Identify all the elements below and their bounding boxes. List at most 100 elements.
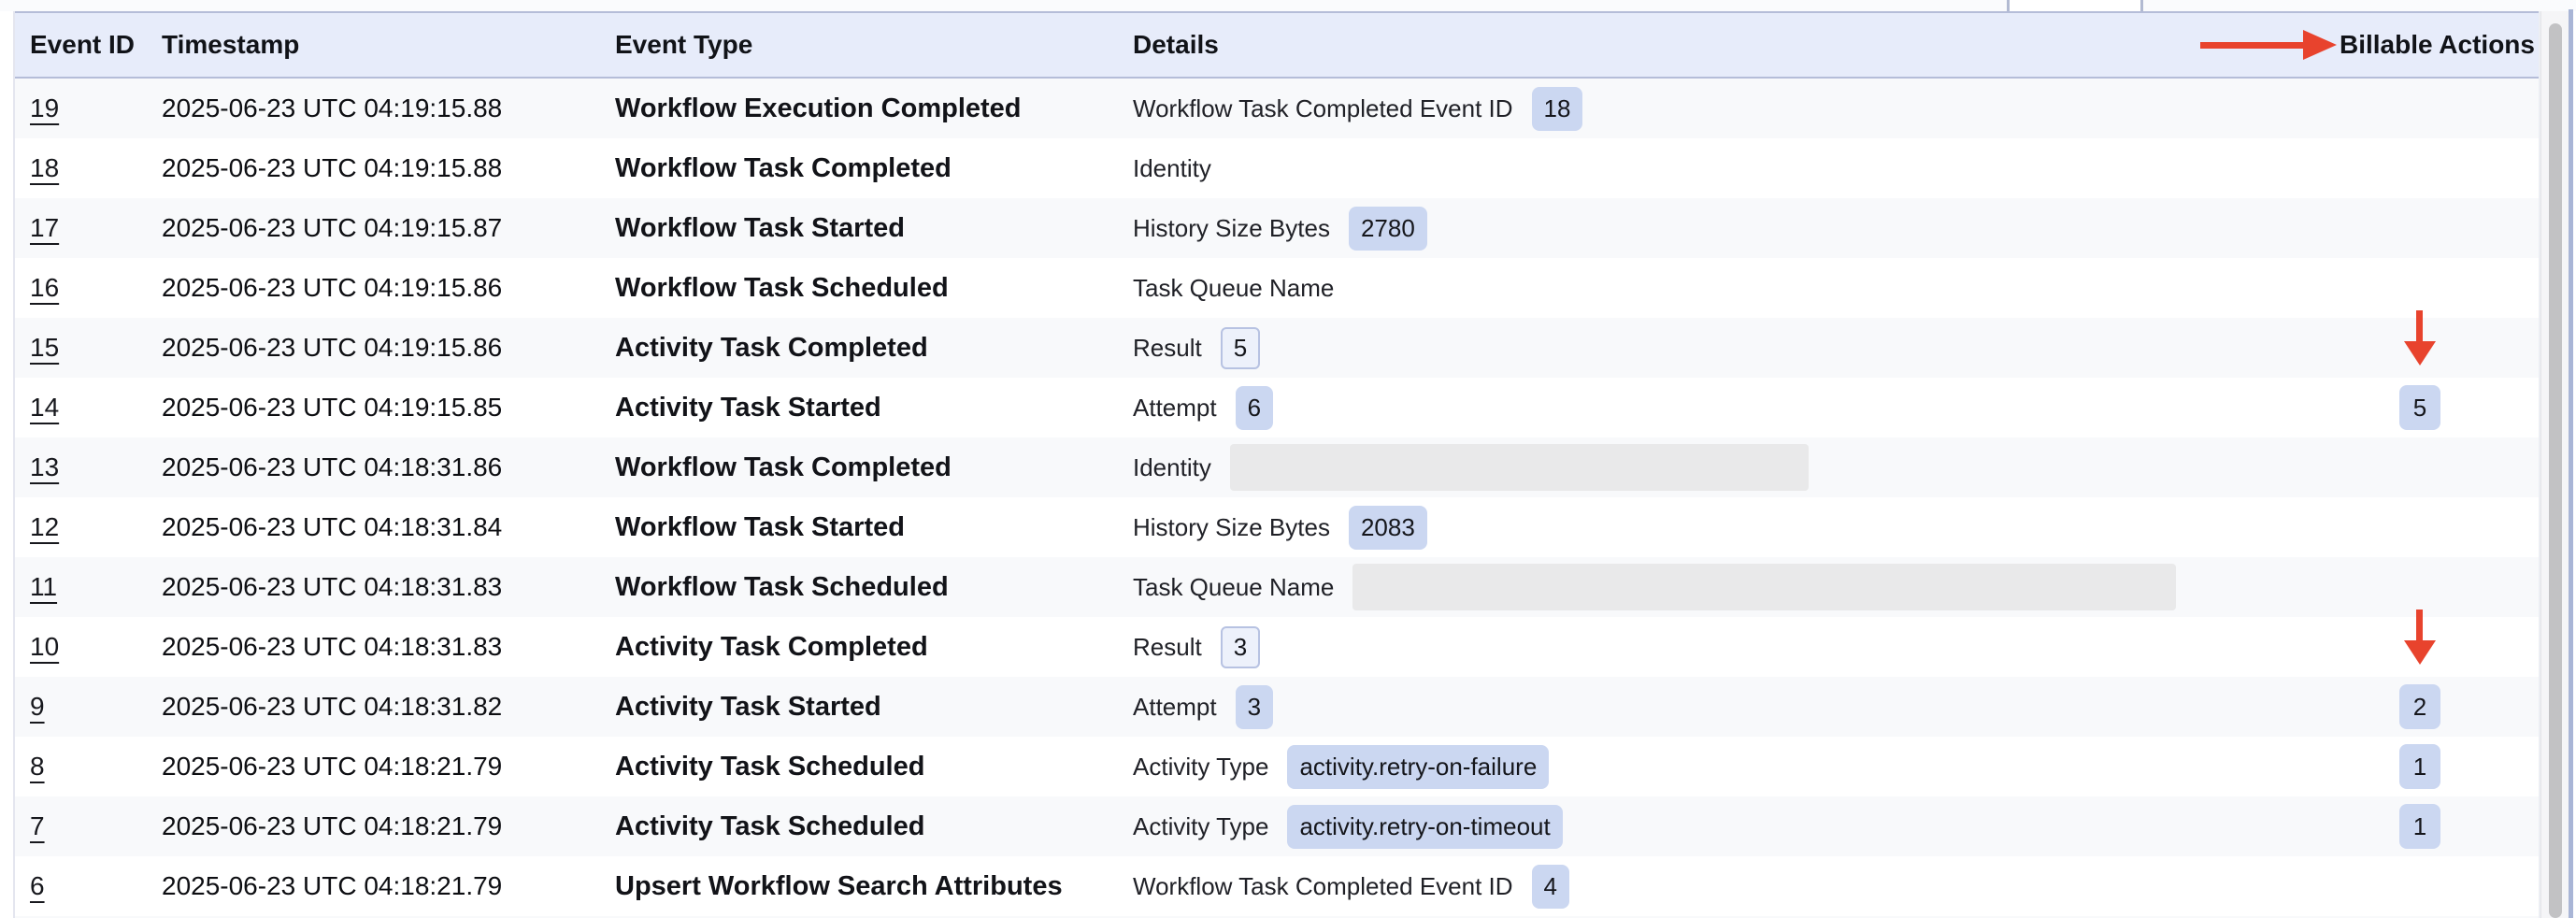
detail-value-badge: activity.retry-on-failure [1287, 744, 1550, 789]
cropped-control-edge [2007, 0, 2143, 11]
event-type-label: Activity Task Scheduled [615, 752, 925, 782]
event-timestamp: 2025-06-23 UTC 04:19:15.86 [162, 333, 503, 362]
detail-label: History Size Bytes [1133, 213, 1330, 242]
scrollbar-thumb[interactable] [2549, 23, 2562, 918]
event-details: Result 5 [1133, 318, 1261, 378]
table-row[interactable]: 19 2025-06-23 UTC 04:19:15.88 Workflow E… [15, 79, 2539, 138]
side-panel-edge [2569, 9, 2573, 918]
event-timestamp: 2025-06-23 UTC 04:19:15.88 [162, 93, 503, 122]
event-timestamp: 2025-06-23 UTC 04:18:31.86 [162, 452, 503, 481]
table-row[interactable]: 7 2025-06-23 UTC 04:18:21.79 Activity Ta… [15, 796, 2539, 856]
event-details: Attempt 3 [1133, 677, 1274, 737]
red-arrow-right-annotation [2200, 13, 2337, 77]
detail-value-badge: 4 [1531, 864, 1569, 909]
event-id-link[interactable]: 10 [30, 632, 60, 661]
billable-actions-badge: 1 [2399, 744, 2440, 789]
event-id-link[interactable]: 19 [30, 93, 60, 122]
detail-value-badge: 5 [1220, 326, 1261, 369]
detail-label: Task Queue Name [1133, 572, 1335, 601]
event-id-link[interactable]: 12 [30, 512, 60, 541]
event-type-label: Activity Task Completed [615, 632, 928, 662]
event-type-label: Workflow Task Completed [615, 452, 952, 482]
event-type-label: Workflow Task Started [615, 512, 905, 542]
event-type-label: Upsert Workflow Search Attributes [615, 871, 1063, 901]
event-details: Workflow Task Completed Event ID 18 [1133, 79, 1583, 138]
event-type-label: Workflow Task Completed [615, 153, 952, 183]
event-id-link[interactable]: 6 [30, 871, 45, 900]
billable-actions-badge: 2 [2399, 684, 2440, 729]
arrow-tail [2416, 610, 2423, 641]
event-details: History Size Bytes 2083 [1133, 497, 1427, 557]
arrow-head [2404, 640, 2436, 665]
vertical-scrollbar[interactable] [2540, 11, 2569, 918]
event-id-link[interactable]: 16 [30, 273, 60, 302]
event-type-label: Workflow Task Scheduled [615, 572, 949, 602]
event-timestamp: 2025-06-23 UTC 04:19:15.86 [162, 273, 503, 302]
event-timestamp: 2025-06-23 UTC 04:18:31.82 [162, 692, 503, 721]
event-details: Activity Type activity.retry-on-timeout [1133, 796, 1563, 856]
detail-value-badge: 2083 [1348, 505, 1427, 550]
event-type-label: Workflow Task Started [615, 213, 905, 243]
event-id-link[interactable]: 13 [30, 452, 60, 481]
detail-value-badge: 3 [1235, 684, 1274, 729]
red-arrow-down-annotation [2404, 610, 2436, 666]
table-row[interactable]: 13 2025-06-23 UTC 04:18:31.86 Workflow T… [15, 437, 2539, 497]
table-row[interactable]: 16 2025-06-23 UTC 04:19:15.86 Workflow T… [15, 258, 2539, 318]
column-header-details: Details [1133, 30, 1219, 59]
table-row[interactable]: 10 2025-06-23 UTC 04:18:31.83 Activity T… [15, 610, 2539, 677]
table-row[interactable]: 12 2025-06-23 UTC 04:18:31.84 Workflow T… [15, 497, 2539, 557]
detail-label: History Size Bytes [1133, 512, 1330, 541]
detail-label: Task Queue Name [1133, 273, 1335, 302]
event-id-link[interactable]: 11 [30, 572, 58, 601]
table-row[interactable]: 6 2025-06-23 UTC 04:18:21.79 Upsert Work… [15, 856, 2539, 916]
event-type-label: Activity Task Completed [615, 333, 928, 363]
event-timestamp: 2025-06-23 UTC 04:18:31.84 [162, 512, 503, 541]
event-type-label: Activity Task Scheduled [615, 811, 925, 841]
event-timestamp: 2025-06-23 UTC 04:19:15.85 [162, 393, 503, 422]
detail-label: Identity [1133, 153, 1211, 182]
event-timestamp: 2025-06-23 UTC 04:19:15.88 [162, 153, 503, 182]
event-timestamp: 2025-06-23 UTC 04:18:21.79 [162, 752, 503, 781]
redacted-value-box [1229, 444, 1809, 491]
detail-value-badge: 6 [1235, 385, 1274, 430]
table-row[interactable]: 15 2025-06-23 UTC 04:19:15.86 Activity T… [15, 310, 2539, 378]
event-timestamp: 2025-06-23 UTC 04:18:31.83 [162, 632, 503, 661]
event-details: History Size Bytes 2780 [1133, 198, 1427, 258]
event-id-link[interactable]: 14 [30, 393, 60, 422]
table-header-row: Event ID Timestamp Event Type Details Bi… [15, 11, 2539, 79]
cropped-toolbar-strip [0, 0, 2576, 11]
detail-label: Activity Type [1133, 752, 1269, 781]
billable-actions-badge: 5 [2399, 385, 2440, 430]
table-row[interactable]: 11 2025-06-23 UTC 04:18:31.83 Workflow T… [15, 557, 2539, 617]
detail-value-badge: 2780 [1348, 206, 1427, 251]
next-row-sliver [15, 916, 2539, 918]
event-type-label: Activity Task Started [615, 692, 881, 722]
billable-actions-badge: 1 [2399, 804, 2440, 849]
detail-label: Activity Type [1133, 811, 1269, 840]
event-details: Workflow Task Completed Event ID 4 [1133, 856, 1569, 916]
event-id-link[interactable]: 9 [30, 692, 45, 721]
event-type-label: Workflow Task Scheduled [615, 273, 949, 303]
table-row[interactable]: 8 2025-06-23 UTC 04:18:21.79 Activity Ta… [15, 737, 2539, 796]
event-id-link[interactable]: 8 [30, 752, 45, 781]
table-row[interactable]: 17 2025-06-23 UTC 04:19:15.87 Workflow T… [15, 198, 2539, 258]
event-id-link[interactable]: 18 [30, 153, 60, 182]
event-id-link[interactable]: 17 [30, 213, 60, 242]
event-details: Task Queue Name [1133, 557, 2177, 617]
detail-label: Identity [1133, 452, 1211, 481]
event-id-link[interactable]: 7 [30, 811, 45, 840]
table-row[interactable]: 9 2025-06-23 UTC 04:18:31.82 Activity Ta… [15, 677, 2539, 737]
table-row[interactable]: 18 2025-06-23 UTC 04:19:15.88 Workflow T… [15, 138, 2539, 198]
event-timestamp: 2025-06-23 UTC 04:18:21.79 [162, 811, 503, 840]
event-id-link[interactable]: 15 [30, 333, 60, 362]
event-type-label: Workflow Execution Completed [615, 93, 1022, 123]
event-type-label: Activity Task Started [615, 393, 881, 423]
detail-label: Attempt [1133, 692, 1217, 721]
redacted-value-box [1352, 564, 2177, 610]
event-timestamp: 2025-06-23 UTC 04:18:21.79 [162, 871, 503, 900]
detail-label: Result [1133, 632, 1202, 661]
table-row[interactable]: 14 2025-06-23 UTC 04:19:15.85 Activity T… [15, 378, 2539, 437]
detail-value-badge: activity.retry-on-timeout [1287, 804, 1563, 849]
detail-value-badge: 3 [1220, 625, 1261, 668]
